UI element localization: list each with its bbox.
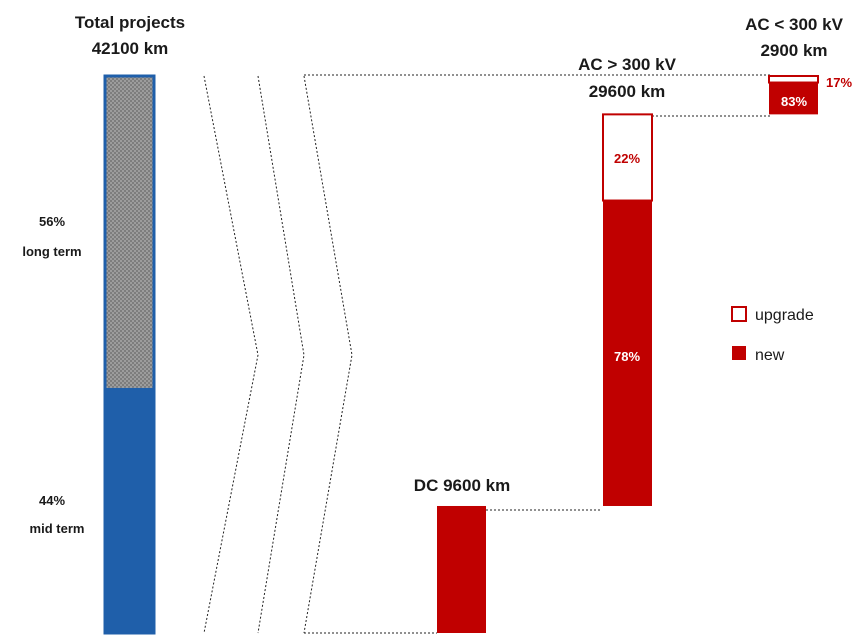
legend-new-swatch <box>732 346 746 360</box>
ac-low-upgrade-pct: 17% <box>826 75 852 90</box>
dc-title: DC 9600 km <box>414 476 510 495</box>
long-term-pct: 56% <box>39 214 65 229</box>
ac-low-new-pct: 83% <box>781 94 807 109</box>
bar-total-long-term <box>105 76 154 388</box>
ac-high-title-line1: AC > 300 kV <box>578 55 676 74</box>
bar-total-mid-term <box>105 387 154 633</box>
bar-ac-low-new <box>769 82 818 115</box>
ac-high-new-pct: 78% <box>614 349 640 364</box>
chevron-connector <box>203 75 259 634</box>
ac-low-title-line2: 2900 km <box>760 41 827 60</box>
mid-term-pct: 44% <box>39 493 65 508</box>
legend: upgrade new <box>731 306 814 364</box>
legend-upgrade-swatch <box>731 306 747 322</box>
step-guides <box>304 74 770 634</box>
legend-upgrade-label: upgrade <box>755 307 814 324</box>
ac-high-upgrade-pct: 22% <box>614 151 640 166</box>
mid-term-label: mid term <box>30 521 85 536</box>
ac-high-title-line2: 29600 km <box>589 82 666 101</box>
bar-dc-new <box>437 505 486 633</box>
bar-ac-high-upgrade <box>602 113 653 202</box>
chevron-connector <box>303 75 353 634</box>
chevron-connectors <box>203 75 353 634</box>
bar-ac-low-upgrade <box>768 75 819 84</box>
bars <box>103 74 819 635</box>
long-term-label: long term <box>22 244 81 259</box>
ac-low-title-line1: AC < 300 kV <box>745 15 843 34</box>
bar-total-outline <box>103 74 156 635</box>
chevron-connector <box>257 75 305 634</box>
total-title-line2: 42100 km <box>92 39 169 58</box>
legend-new-label: new <box>755 347 785 364</box>
bar-ac-high-new <box>603 200 652 506</box>
total-title-line1: Total projects <box>75 13 185 32</box>
